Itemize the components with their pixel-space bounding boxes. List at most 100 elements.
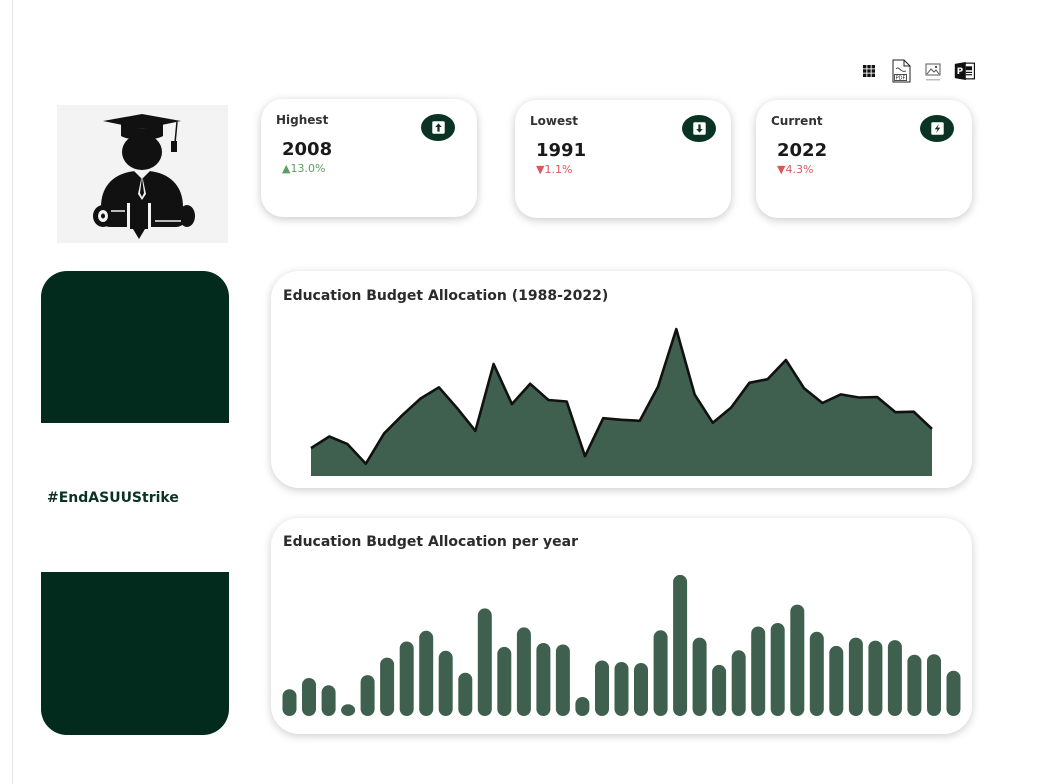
powerpoint-icon[interactable]: P: [954, 59, 976, 83]
side-banner: #EndASUUStrike: [41, 271, 229, 735]
bar-chart[interactable]: [271, 518, 972, 734]
area-point-2009[interactable]: [689, 388, 701, 400]
bar-2015[interactable]: [809, 631, 824, 716]
area-point-1997[interactable]: [469, 425, 481, 437]
bar-1996[interactable]: [438, 650, 453, 716]
bar-2012[interactable]: [751, 626, 766, 717]
area-point-2004[interactable]: [597, 412, 609, 424]
kpi-year: 1991: [536, 140, 587, 161]
bar-2013[interactable]: [770, 623, 785, 716]
area-point-1998[interactable]: [488, 358, 500, 370]
area-point-1995[interactable]: [433, 381, 445, 393]
kpi-change: ▼1.1%: [536, 163, 573, 176]
area-fill: [311, 329, 932, 476]
kpi-card-lowest: Lowest 1991 ▼1.1%: [515, 100, 731, 218]
bar-2018[interactable]: [868, 640, 883, 716]
bar-1997[interactable]: [458, 672, 473, 716]
bar-2009[interactable]: [692, 637, 707, 716]
area-point-1996[interactable]: [451, 402, 463, 414]
area-chart-card: Education Budget Allocation (1988-2022): [271, 271, 972, 488]
kpi-year: 2022: [777, 140, 828, 161]
area-point-1991[interactable]: [360, 458, 372, 470]
area-point-2001[interactable]: [542, 394, 554, 406]
arrow-up-icon[interactable]: [421, 114, 455, 141]
kpi-change: ▼4.3%: [777, 163, 814, 176]
kpi-label: Highest: [276, 113, 329, 127]
area-point-2016[interactable]: [816, 397, 828, 409]
area-point-2017[interactable]: [835, 388, 847, 400]
area-point-1989[interactable]: [323, 431, 335, 443]
area-point-2000[interactable]: [524, 378, 536, 390]
bar-1989[interactable]: [302, 678, 316, 716]
area-chart[interactable]: [271, 271, 972, 488]
bar-2021[interactable]: [927, 654, 941, 716]
area-point-1999[interactable]: [506, 398, 518, 410]
lightning-icon[interactable]: [920, 115, 954, 142]
bar-2000[interactable]: [516, 627, 531, 716]
area-point-1992[interactable]: [378, 427, 390, 439]
bar-2004[interactable]: [595, 660, 609, 717]
area-point-2011[interactable]: [725, 402, 737, 414]
area-point-2021[interactable]: [908, 406, 920, 418]
kpi-card-current: Current 2022 ▼4.3%: [756, 100, 972, 218]
area-point-2013[interactable]: [762, 373, 774, 385]
area-point-2022[interactable]: [926, 423, 938, 435]
area-point-2012[interactable]: [743, 377, 755, 389]
bar-chart-title: Education Budget Allocation per year: [283, 534, 579, 550]
arrow-down-icon[interactable]: [682, 115, 716, 142]
area-line: [310, 327, 933, 466]
bar-2006[interactable]: [634, 663, 648, 716]
pdf-icon[interactable]: PDF: [890, 59, 912, 83]
bar-2020[interactable]: [907, 654, 922, 716]
bar-2003[interactable]: [575, 697, 590, 716]
bar-2008[interactable]: [673, 574, 688, 716]
hashtag-text: #EndASUUStrike: [47, 490, 179, 506]
bar-1999[interactable]: [497, 646, 512, 716]
kpi-card-highest: Highest 2008 ▲13.0%: [261, 99, 477, 217]
graduate-icon: [93, 114, 195, 239]
bar-2022[interactable]: [946, 670, 961, 716]
bar-2017[interactable]: [848, 637, 863, 716]
image-icon[interactable]: [922, 59, 944, 83]
area-point-2005[interactable]: [616, 414, 628, 426]
bar-2005[interactable]: [614, 662, 629, 716]
kpi-year: 2008: [282, 139, 333, 160]
area-point-1988[interactable]: [305, 442, 317, 454]
grid-icon[interactable]: [858, 59, 880, 83]
area-point-2020[interactable]: [890, 406, 902, 418]
hashtag-band: #EndASUUStrike: [41, 423, 229, 572]
graduate-logo: [57, 105, 228, 243]
area-point-1993[interactable]: [396, 409, 408, 421]
bar-2010[interactable]: [712, 664, 727, 716]
bar-1988[interactable]: [282, 689, 297, 716]
bar-2014[interactable]: [790, 604, 805, 716]
bar-2019[interactable]: [887, 640, 902, 716]
bar-1991[interactable]: [341, 704, 356, 716]
bar-2007[interactable]: [653, 630, 668, 716]
bar-1998[interactable]: [477, 608, 492, 716]
area-point-2019[interactable]: [871, 391, 883, 403]
page-left-border: [12, 0, 13, 784]
area-point-2003[interactable]: [579, 450, 591, 462]
area-point-2010[interactable]: [707, 417, 719, 429]
area-point-2018[interactable]: [853, 392, 865, 404]
area-point-2006[interactable]: [634, 415, 646, 427]
area-point-2008[interactable]: [670, 323, 682, 335]
bar-2002[interactable]: [555, 644, 570, 717]
area-point-1994[interactable]: [415, 393, 427, 405]
area-point-1990[interactable]: [342, 438, 354, 450]
bar-1995[interactable]: [419, 630, 434, 716]
bar-2011[interactable]: [731, 650, 746, 716]
kpi-label: Lowest: [530, 114, 578, 128]
bar-1993[interactable]: [380, 657, 395, 716]
bar-1992[interactable]: [360, 675, 375, 716]
area-point-2015[interactable]: [798, 382, 810, 394]
area-point-2002[interactable]: [561, 396, 573, 408]
bar-1990[interactable]: [321, 685, 336, 716]
area-chart-title: Education Budget Allocation (1988-2022): [283, 288, 609, 304]
area-point-2007[interactable]: [652, 381, 664, 393]
bar-2001[interactable]: [536, 643, 551, 716]
area-point-2014[interactable]: [780, 354, 792, 366]
bar-1994[interactable]: [399, 641, 414, 717]
bar-2016[interactable]: [829, 645, 844, 716]
